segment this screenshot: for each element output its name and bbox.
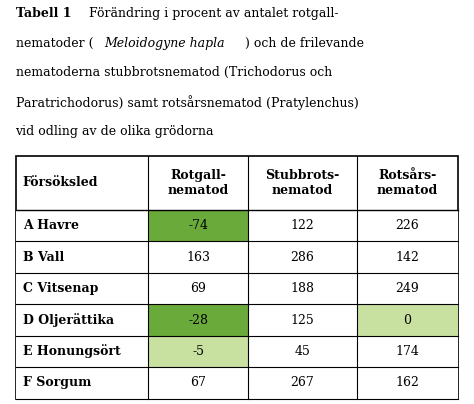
Text: -28: -28 [188,314,208,326]
Text: C Vitsenap: C Vitsenap [23,282,98,295]
Text: 249: 249 [396,282,419,295]
Text: 188: 188 [291,282,314,295]
Text: -5: -5 [192,345,204,358]
Text: 226: 226 [396,219,419,232]
Text: D Oljerättika: D Oljerättika [23,313,114,327]
Text: Paratrichodorus) samt rotsårsnematod (Pratylenchus): Paratrichodorus) samt rotsårsnematod (Pr… [16,95,358,110]
Bar [16,367,148,399]
Bar [248,273,356,304]
Bar [356,242,458,273]
Bar [16,336,148,367]
Bar [248,336,356,367]
Text: Försöksled: Försöksled [23,177,98,189]
Text: vid odling av de olika grödorna: vid odling av de olika grödorna [16,124,214,138]
Text: B Vall: B Vall [23,250,64,264]
Bar [16,242,148,273]
Bar [148,367,248,399]
Bar [148,242,248,273]
Text: 142: 142 [396,250,419,264]
Text: -74: -74 [188,219,208,232]
Text: Stubbrots-
nematod: Stubbrots- nematod [265,169,339,197]
Bar [148,210,248,242]
Text: 267: 267 [291,377,314,389]
Text: 174: 174 [396,345,419,358]
Text: 67: 67 [190,377,206,389]
Text: 162: 162 [396,377,419,389]
Bar [356,273,458,304]
Bar [356,304,458,336]
Text: Meloidogyne hapla: Meloidogyne hapla [104,37,225,50]
Text: 69: 69 [190,282,206,295]
Text: 286: 286 [291,250,314,264]
Text: nematoder (: nematoder ( [16,37,93,50]
Text: 45: 45 [294,345,310,358]
Bar [356,210,458,242]
Text: E Honungsört: E Honungsört [23,345,120,358]
Bar [148,304,248,336]
Bar [16,304,148,336]
Bar [248,210,356,242]
Bar [16,273,148,304]
Bar [148,273,248,304]
Text: Tabell 1: Tabell 1 [16,7,71,21]
Bar [248,242,356,273]
Text: 122: 122 [291,219,314,232]
Text: Rotsårs-
nematod: Rotsårs- nematod [377,169,438,197]
Text: 0: 0 [403,314,411,326]
Text: F Sorgum: F Sorgum [23,377,91,389]
Text: nematoderna stubbrotsnematod (Trichodorus och: nematoderna stubbrotsnematod (Trichodoru… [16,66,332,79]
Text: 163: 163 [186,250,210,264]
Text: Rotgall-
nematod: Rotgall- nematod [168,169,229,197]
Bar [148,336,248,367]
Text: 125: 125 [291,314,314,326]
Bar [16,210,148,242]
Bar [248,367,356,399]
Text: A Havre: A Havre [23,219,79,232]
Bar [356,367,458,399]
Text: ) och de frilevande: ) och de frilevande [245,37,364,50]
Text: Förändring i procent av antalet rotgall-: Förändring i procent av antalet rotgall- [85,7,339,21]
Bar [248,304,356,336]
Bar [356,336,458,367]
Bar [16,156,458,399]
